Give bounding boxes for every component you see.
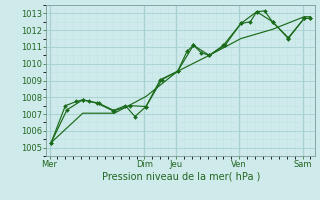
X-axis label: Pression niveau de la mer( hPa ): Pression niveau de la mer( hPa ) — [102, 172, 260, 182]
